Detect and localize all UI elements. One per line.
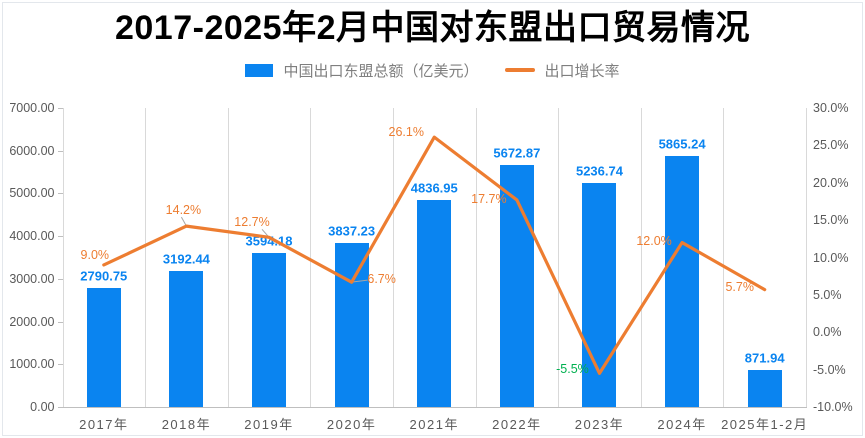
bar-value-label: 5236.74 [575,163,623,179]
left-axis-tick-label: 0.00 [30,400,55,414]
bar-value-label: 2790.75 [80,268,128,284]
left-axis-tick [57,407,63,408]
right-axis-tick-label: 30.0% [813,101,849,115]
right-axis-tick-label: 25.0% [813,138,849,153]
bar-value-label: 3192.44 [162,251,210,267]
x-axis-label: 2020年 [326,417,377,432]
bar-value-label: 3594.18 [245,233,293,249]
chart-title: 2017-2025年2月中国对东盟出口贸易情况 [114,9,750,47]
left-axis-tick-label: 2000.00 [9,314,55,329]
vertical-gridline [227,108,229,407]
bar-2019年 [252,253,287,407]
legend-bar-label: 中国出口东盟总额（亿美元） [283,62,479,80]
bar-2020年 [334,243,369,407]
growth-rate-label: 26.1% [388,125,424,140]
legend-item-exports: 中国出口东盟总额（亿美元） [245,60,479,81]
right-axis-tick-label: 20.0% [813,175,849,190]
left-axis-tick-label: 5000.00 [9,186,55,201]
growth-rate-label: 6.7% [367,272,396,287]
x-axis-label: 2024年 [657,417,707,432]
bar-value-label: 871.94 [744,350,785,366]
x-axis-label: 2021年 [409,417,459,432]
bar-value-label: 5865.24 [658,136,706,152]
bar-value-label: 3837.23 [328,223,376,239]
bar-value-label: 5672.87 [493,145,541,161]
bar-value-label: 4836.95 [410,180,458,196]
right-axis-tick-label: -10.0% [813,400,853,414]
label-leader-line [180,216,187,227]
right-axis-tick-label: 15.0% [813,213,849,228]
left-axis-tick [57,364,63,366]
legend: 中国出口东盟总额（亿美元） 出口增长率 [0,58,865,82]
left-axis-tick [57,236,63,238]
left-axis-tick [57,150,63,152]
x-axis-label: 2019年 [244,417,294,432]
vertical-gridline [310,108,312,407]
vertical-gridline [475,108,477,407]
vertical-gridline [145,108,147,407]
right-axis-line [806,108,807,407]
x-axis-label: 2018年 [161,417,212,432]
x-axis-line [62,407,807,408]
growth-rate-label: 12.0% [636,233,672,248]
bar-2024年 [665,156,700,407]
left-axis-tick-label: 6000.00 [9,143,55,158]
vertical-gridline [640,108,642,407]
right-axis-tick-label: -5.0% [813,362,846,377]
left-axis-tick-label: 1000.00 [9,357,55,372]
growth-rate-label: 14.2% [165,203,202,218]
left-axis-tick [57,278,63,280]
growth-rate-label: 9.0% [80,247,110,262]
right-axis-tick-label: 5.0% [813,287,842,302]
bar-2017年 [86,287,121,407]
x-axis-label: 2017年 [79,417,129,432]
bar-2025年1-2月 [747,369,782,407]
bar-2021年 [417,200,452,407]
left-axis-line [62,108,64,407]
left-axis-tick [57,321,63,323]
left-axis-tick-label: 4000.00 [9,229,55,244]
growth-rate-label: 5.7% [725,279,754,294]
right-axis-tick-label: 0.0% [813,325,842,340]
legend-item-growth-rate: 出口增长率 [504,60,620,81]
left-axis-tick [57,108,63,109]
x-axis-label: 2022年 [492,417,542,432]
growth-rate-label: -5.5% [556,362,589,377]
left-axis-tick-label: 3000.00 [9,271,55,286]
growth-rate-label: 12.7% [234,215,270,230]
legend-line-label: 出口增长率 [544,62,620,80]
right-axis-tick-label: 10.0% [813,250,849,265]
x-axis-label: 2025年1-2月 [721,417,809,432]
bar-series-swatch [245,63,274,77]
left-axis-tick [57,193,63,195]
vertical-gridline [723,108,725,407]
bar-2018年 [169,270,204,407]
x-axis-label: 2023年 [574,417,625,432]
growth-rate-label: 17.7% [471,191,507,206]
left-axis-tick-label: 7000.00 [9,101,55,115]
vertical-gridline [392,108,394,407]
line-series-swatch [504,68,535,72]
